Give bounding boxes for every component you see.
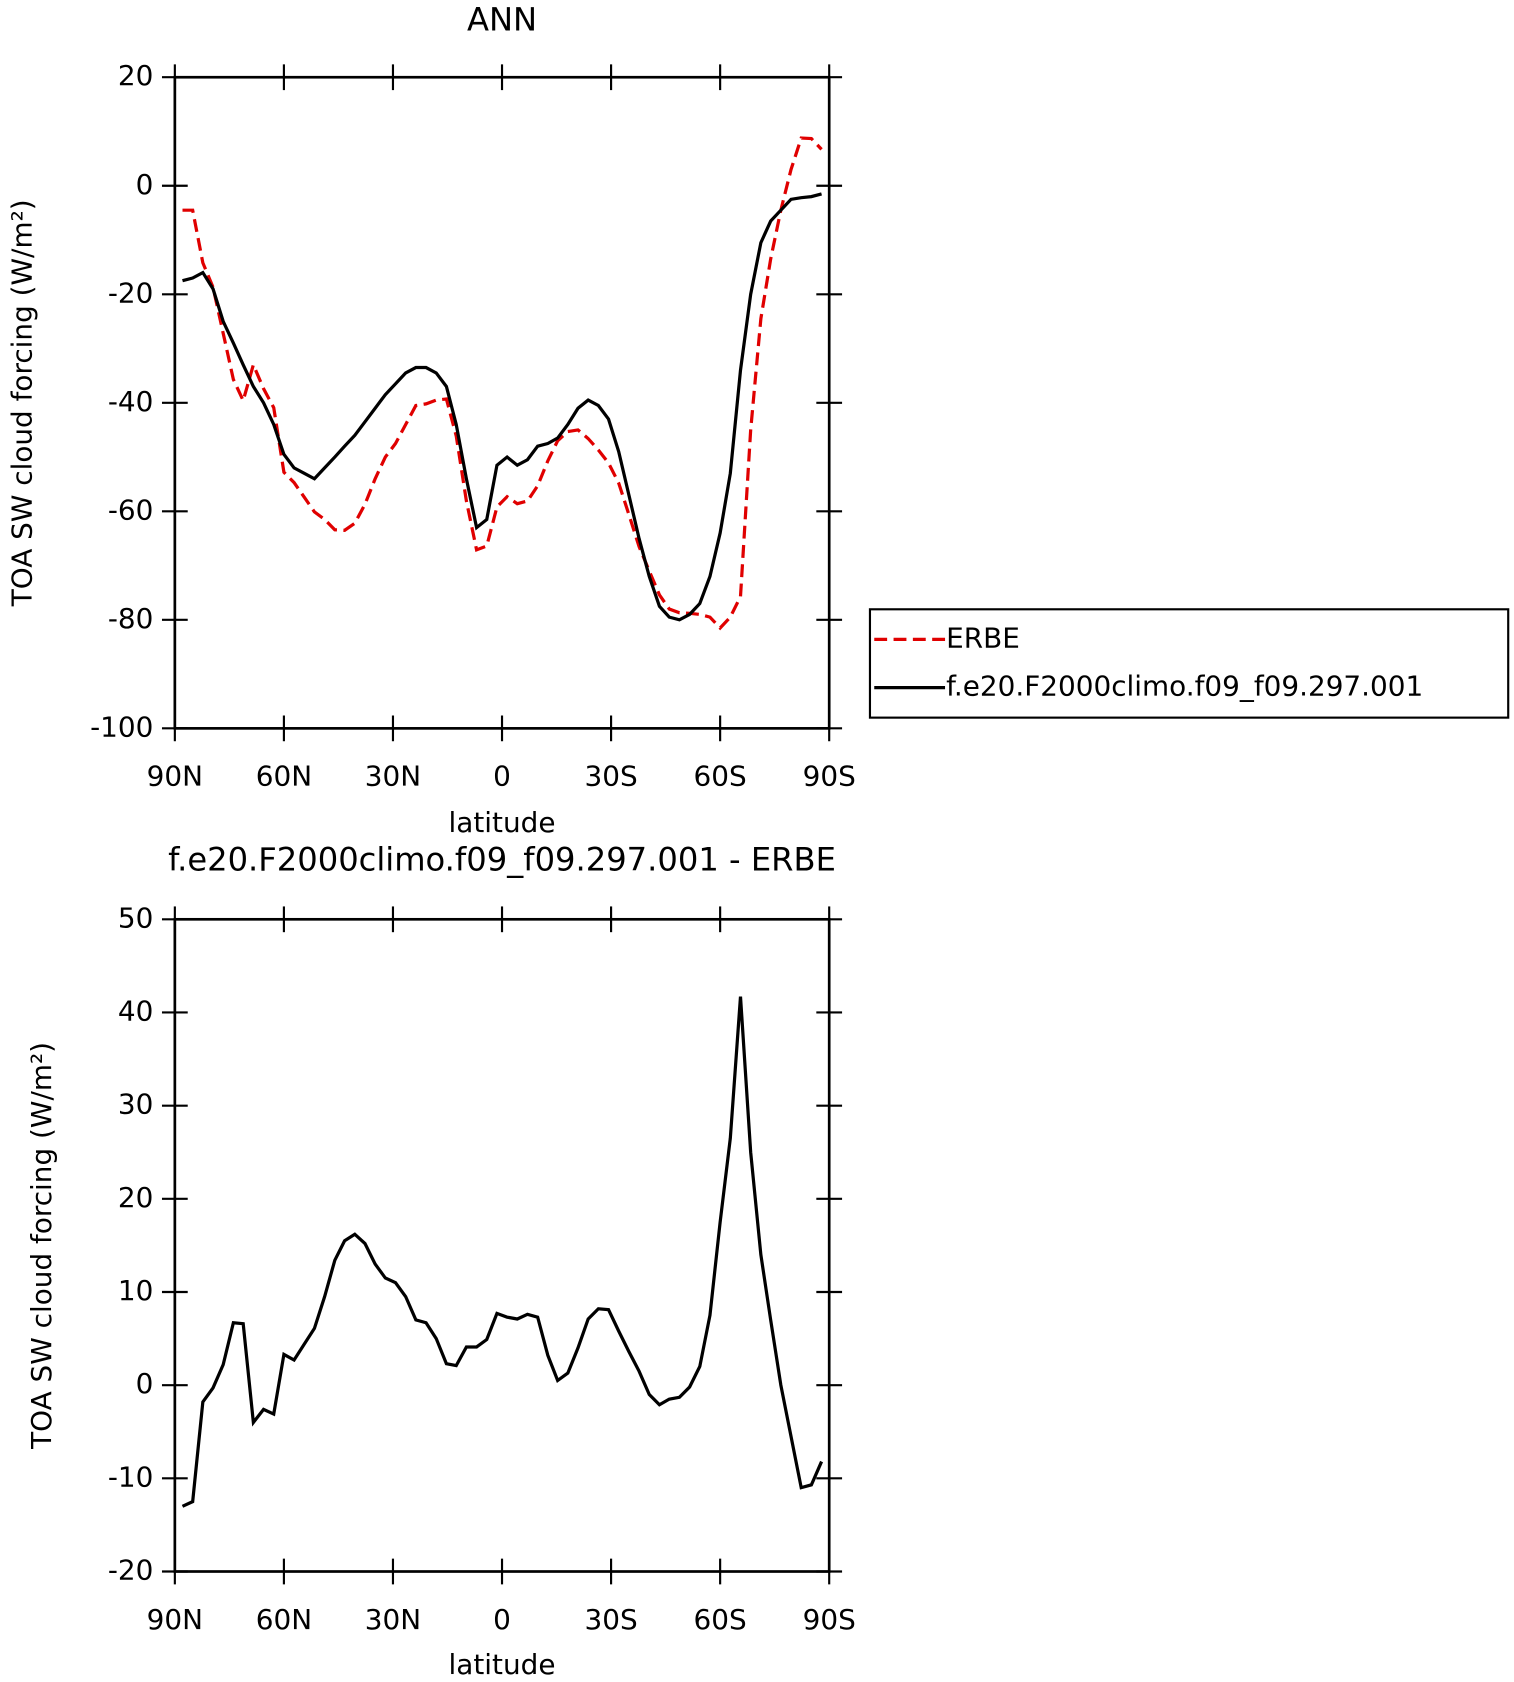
x-tick-label: 60S (694, 760, 747, 793)
x-axis-label: latitude (449, 806, 556, 839)
x-tick-label: 60N (256, 1603, 312, 1636)
x-tick-label: 0 (493, 760, 511, 793)
y-tick-label: -40 (108, 385, 154, 418)
x-tick-label: 30N (365, 760, 421, 793)
plot-frame (173, 75, 831, 730)
y-tick-label: 0 (136, 168, 154, 201)
legend-label: ERBE (946, 621, 1020, 654)
x-tick-label: 30S (584, 1603, 637, 1636)
x-tick-label: 30S (584, 760, 637, 793)
x-tick-label: 60S (694, 1603, 747, 1636)
y-tick-label: 10 (118, 1274, 153, 1307)
x-tick-label: 90S (803, 760, 856, 793)
data-line (182, 192, 822, 622)
x-tick-label: 0 (493, 1603, 511, 1636)
legend-label: f.e20.F2000climo.f09_f09.297.001 (946, 670, 1423, 703)
x-tick-label: 90N (147, 760, 203, 793)
y-axis-label: TOA SW cloud forcing (W/m²) (6, 199, 39, 607)
y-tick-label: -10 (108, 1460, 154, 1493)
data-line (182, 136, 823, 631)
y-tick-label: 40 (118, 994, 153, 1027)
x-tick-label: 90N (147, 1603, 203, 1636)
y-tick-label: -20 (108, 276, 154, 309)
x-tick-label: 90S (803, 1603, 856, 1636)
y-tick-label: 30 (118, 1088, 153, 1121)
y-tick-label: 0 (136, 1367, 154, 1400)
y-tick-label: 20 (118, 1181, 153, 1214)
chart-root: ANN latitude TOA SW cloud forcing (W/m²) -1… (6, 0, 1510, 1681)
chart-title: ANN (467, 0, 537, 38)
legend-box (868, 608, 1510, 719)
plot-frame (173, 917, 831, 1573)
y-tick-label: -60 (108, 493, 154, 526)
y-tick-label: 20 (118, 59, 153, 92)
x-tick-label: 60N (256, 760, 312, 793)
chart-title: f.e20.F2000climo.f09_f09.297.001 - ERBE (168, 840, 836, 878)
y-tick-label: -80 (108, 602, 154, 635)
x-axis-label: latitude (449, 1648, 556, 1681)
x-tick-label: 30N (365, 1603, 421, 1636)
y-tick-label: -100 (90, 710, 153, 743)
y-axis-label: TOA SW cloud forcing (W/m²) (25, 1042, 58, 1450)
y-tick-label: 50 (118, 901, 153, 934)
data-line (181, 996, 824, 1508)
y-tick-label: -20 (108, 1554, 154, 1587)
